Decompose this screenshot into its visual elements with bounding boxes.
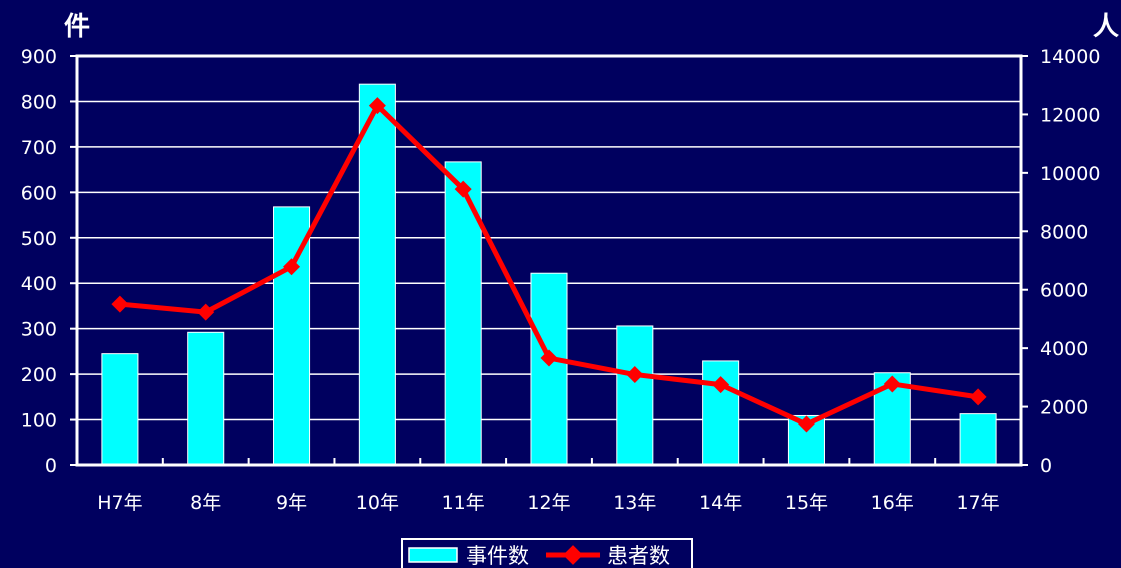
- left-tick-label: 200: [21, 364, 57, 386]
- bar: [959, 413, 997, 466]
- line-marker: [969, 388, 987, 406]
- x-tick-label: 13年: [613, 492, 656, 514]
- x-tick-label: 14年: [699, 492, 742, 514]
- left-tick-label: 0: [45, 455, 57, 477]
- right-tick-label: 6000: [1040, 280, 1088, 302]
- bar: [444, 161, 482, 466]
- line-marker: [883, 375, 901, 393]
- line-marker: [368, 97, 386, 115]
- bar: [273, 206, 311, 466]
- line-marker: [454, 180, 472, 198]
- line-marker: [626, 366, 644, 384]
- legend-swatch-bar: [408, 547, 458, 563]
- left-tick-label: 800: [21, 91, 57, 113]
- x-tick-label: H7年: [97, 492, 142, 514]
- legend: 事件数 患者数: [401, 538, 693, 568]
- bar: [530, 272, 568, 466]
- x-tick-label: 9年: [276, 492, 307, 514]
- line-marker: [540, 349, 558, 367]
- right-tick-label: 12000: [1040, 104, 1100, 126]
- x-tick-label: 8年: [190, 492, 221, 514]
- line-marker: [111, 295, 129, 313]
- right-tick-label: 0: [1040, 455, 1052, 477]
- bar: [187, 331, 225, 466]
- left-axis-unit-label: 件: [64, 12, 90, 42]
- left-tick-label: 900: [21, 46, 57, 68]
- bar: [616, 325, 654, 466]
- x-axis-ticks: H7年 8年 9年 10年 11年 12年 13年 14年 15年 16年 17年: [97, 492, 999, 514]
- right-axis-unit-label: 人: [1093, 12, 1119, 42]
- x-tick-label: 11年: [442, 492, 485, 514]
- bar-series: [101, 83, 997, 466]
- left-tick-label: 100: [21, 410, 57, 432]
- line-marker: [197, 303, 215, 321]
- x-tick-label: 16年: [871, 492, 914, 514]
- line-marker: [712, 376, 730, 394]
- line-series: [111, 97, 987, 433]
- x-tick-label: 17年: [956, 492, 999, 514]
- line-marker: [283, 258, 301, 276]
- x-tick-label: 15年: [785, 492, 828, 514]
- left-tick-label: 700: [21, 137, 57, 159]
- legend-label-line: 患者数: [607, 544, 670, 568]
- right-tick-label: 4000: [1040, 338, 1088, 360]
- left-tick-label: 500: [21, 228, 57, 250]
- left-axis-ticks: 0 100 200 300 400 500 600 700 800 900: [21, 46, 57, 477]
- line-marker: [797, 415, 815, 433]
- legend-label-bar: 事件数: [466, 544, 529, 568]
- right-axis-ticks: 0 2000 4000 6000 8000 10000 12000 14000: [1040, 46, 1100, 477]
- bar: [101, 353, 139, 466]
- legend-swatch-marker: [563, 545, 583, 565]
- right-tick-label: 8000: [1040, 221, 1088, 243]
- bar: [358, 83, 396, 466]
- gridlines: [77, 100, 1021, 421]
- x-tick-label: 12年: [527, 492, 570, 514]
- right-tick-label: 10000: [1040, 163, 1100, 185]
- right-tick-label: 14000: [1040, 46, 1100, 68]
- left-tick-label: 300: [21, 319, 57, 341]
- right-tick-label: 2000: [1040, 397, 1088, 419]
- left-tick-label: 600: [21, 182, 57, 204]
- axes: [70, 55, 1028, 467]
- x-tick-label: 10年: [356, 492, 399, 514]
- left-tick-label: 400: [21, 273, 57, 295]
